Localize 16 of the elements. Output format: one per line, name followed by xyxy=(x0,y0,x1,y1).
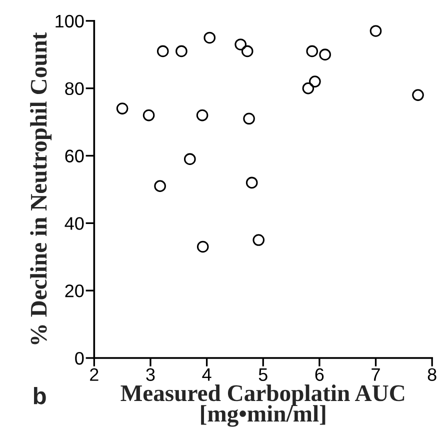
x-axis-title: Measured Carboplatin AUC [mg•min/ml] xyxy=(120,384,404,427)
x-tick-label: 5 xyxy=(258,368,268,381)
x-tick-label: 4 xyxy=(202,368,212,381)
x-tick-label: 8 xyxy=(428,368,436,381)
x-tick-label: 7 xyxy=(372,368,380,381)
x-tick-label: 6 xyxy=(315,368,324,381)
y-tick-label: 0 xyxy=(75,352,84,365)
y-tick-label: 80 xyxy=(65,82,84,96)
y-tick-label: 100 xyxy=(56,14,84,28)
y-tick-label: 20 xyxy=(65,284,84,298)
y-tick-label: 60 xyxy=(65,150,84,162)
x-tick-label: 3 xyxy=(146,368,155,381)
y-axis-title: % Decline in Neutrophil Count xyxy=(30,32,52,344)
y-tick-label: 40 xyxy=(64,217,84,230)
x-tick-label: 2 xyxy=(90,368,98,381)
text: b xyxy=(34,387,46,404)
